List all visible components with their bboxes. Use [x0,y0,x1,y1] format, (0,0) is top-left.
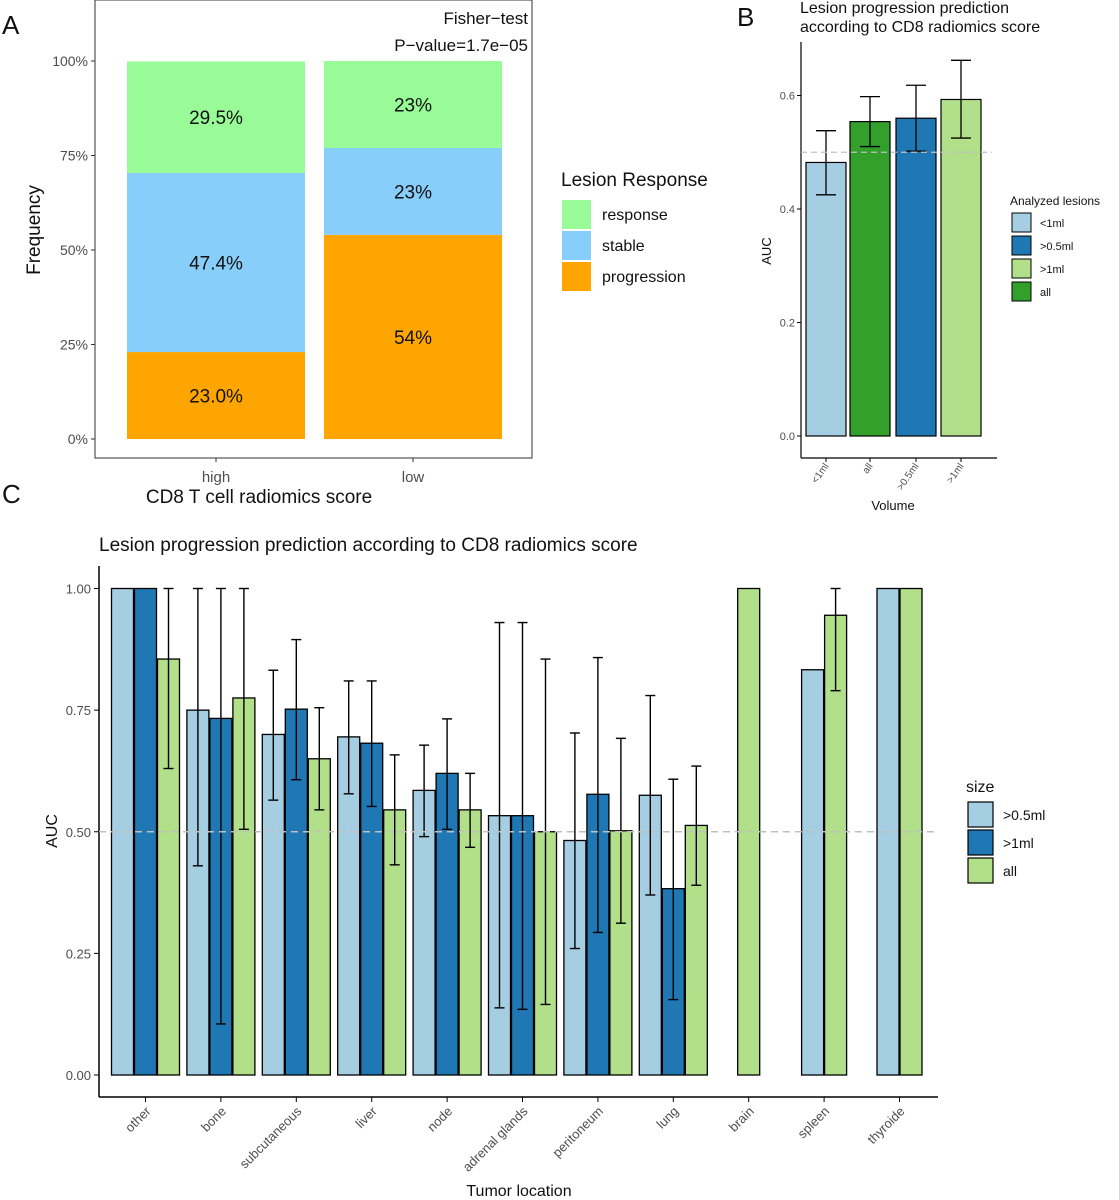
legend-swatch-1ml [1011,212,1032,233]
annotation-pvalue: P−value=1.7e−05 [394,36,528,55]
y-tick-label: 0.6 [780,91,795,103]
y-axis-title: AUC [44,814,61,848]
y-axis-title: Frequency [24,185,45,275]
legend-title: Lesion Response [561,170,708,191]
y-tick-label: 0.2 [780,318,795,330]
y-tick-label: 25% [60,337,88,353]
bar-thyroide-0-5ml [876,587,900,1076]
legend-label-0-5ml: >0.5ml [1003,807,1045,823]
x-tick-label-subcutaneous: subcutaneous [237,1103,305,1171]
y-tick-label: 0.0 [780,431,795,443]
legend-swatch-0-5ml [967,801,994,828]
legend-label-all: all [1040,287,1051,299]
legend-label-stable: stable [602,238,645,255]
legend-label-1ml: >1ml [1003,835,1034,851]
y-tick-label: 0% [68,431,88,447]
data-label: 23% [394,182,432,203]
legend-swatch-all [967,857,994,884]
x-tick-label-bone: bone [198,1104,229,1135]
chart-title-line-2: according to CD8 radiomics score [800,19,1040,36]
legend-label-all: all [1003,863,1017,879]
chart-title-line-1: Lesion progression prediction [800,0,1009,17]
x-tick-label-all: all [861,461,876,476]
chart-title: Lesion progression prediction according … [99,535,638,556]
data-label: 23% [394,95,432,116]
legend-label-response: response [602,207,668,224]
x-tick-label-liver: liver [352,1103,380,1131]
x-tick-label-high: high [202,469,230,486]
legend-swatch-stable [562,231,591,260]
legend-title: size [966,779,995,796]
legend-swatch-1ml [967,829,994,856]
bar-0-5ml [895,117,937,437]
y-tick-label: 0.4 [780,204,795,216]
data-label: 47.4% [189,253,243,274]
legend-swatch-all [1011,281,1032,302]
x-tick-label-low: low [402,469,425,486]
y-tick-label: 0.00 [66,1068,91,1083]
x-axis-title: Volume [871,498,914,513]
legend-label-1ml: <1ml [1040,218,1064,230]
panel-letter-c: C [2,479,21,509]
y-tick-label: 75% [60,148,88,164]
x-tick-label-thyroide: thyroide [864,1104,907,1147]
bar-progression-high [127,352,305,439]
bar-response-high [127,61,305,173]
x-tick-label-brain: brain [726,1104,757,1135]
x-tick-label-1ml: <1ml [810,461,832,485]
bar-stable-high [127,172,305,353]
y-tick-label: 0.75 [66,703,91,718]
legend-label-1ml: >1ml [1040,264,1064,276]
legend-label-progression: progression [602,269,686,286]
bar-1ml [805,161,847,437]
legend-swatch-progression [562,262,591,291]
panel-letter-a: A [2,10,20,40]
y-tick-label: 100% [52,53,88,69]
legend-swatch-0-5ml [1011,235,1032,256]
bar-other-1ml [133,587,158,1076]
y-tick-label: 0.25 [66,946,91,961]
y-axis-title: AUC [759,237,774,264]
panel-a-border [94,0,533,459]
legend-label-0-5ml: >0.5ml [1040,241,1073,253]
data-label: 23.0% [189,387,243,408]
x-tick-label-node: node [424,1104,455,1135]
legend-swatch-1ml [1011,258,1032,279]
x-axis-title: Tumor location [466,1183,571,1200]
bar-1ml [940,98,982,437]
panel-a-chart: 0% 25% 50% 75% 100% high 23.0% 47.4% 29.5% low 54%… [24,0,708,508]
data-label: 29.5% [189,108,243,129]
panel-b-chart: Lesion progression prediction according t… [759,0,1100,513]
x-tick-label-lung: lung [653,1104,681,1132]
bar-response-low [324,61,502,148]
bar-spleen-0-5ml [800,669,825,1076]
bar-all [849,121,891,437]
y-tick-label: 50% [60,242,88,258]
panel-letter-b: B [737,2,754,32]
bar-stable-low [324,147,502,235]
data-label: 54% [394,328,432,349]
x-axis-title: CD8 T cell radiomics score [146,487,372,508]
legend-title: Analyzed lesions [1010,194,1100,208]
x-tick-label-0-5ml: >0.5ml [895,461,921,492]
x-tick-label-spleen: spleen [795,1104,833,1142]
bar-thyroide-all [899,587,923,1076]
bar-progression-low [324,234,502,439]
y-tick-label: 1.00 [66,582,91,597]
x-tick-label-adrenal-glands: adrenal glands [460,1103,531,1174]
x-tick-label-1ml: >1ml [945,461,967,485]
x-tick-label-other: other [122,1103,154,1135]
legend-swatch-response [562,200,591,229]
bar-node-all [458,809,482,1076]
y-tick-label: 0.50 [66,825,91,840]
panel-c-chart: Lesion progression prediction according … [44,535,1045,1200]
x-tick-label-peritoneum: peritoneum [549,1104,606,1161]
annotation-test: Fisher−test [443,9,528,28]
